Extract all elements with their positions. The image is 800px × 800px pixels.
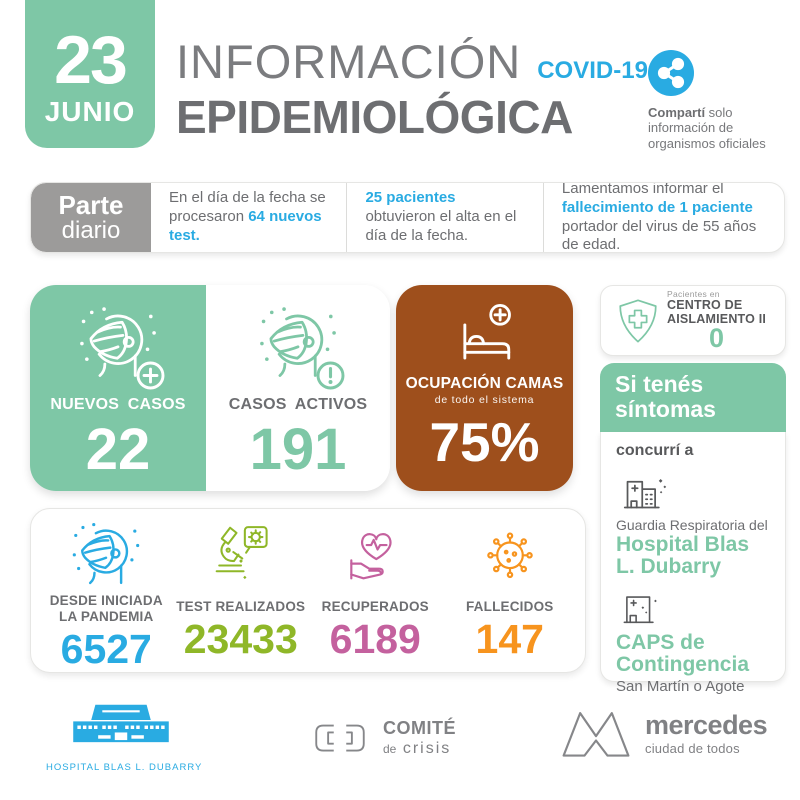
symptoms-header: Si tenés síntomas [600,363,786,432]
hospital-logo: HOSPITAL BLAS L. DUBARRY [46,702,203,773]
shield-cross-icon [614,295,662,347]
hospital-logo-label: HOSPITAL BLAS L. DUBARRY [46,762,203,773]
stat-pandemia-label: DESDE INICIADA LA PANDEMIA [49,593,163,624]
mercedes-tagline: ciudad de todos [645,741,740,756]
daily-report-death: Lamentamos informar el fallecimiento de … [542,183,784,252]
share-text: Compartí solo información de organismos … [648,105,766,151]
isolation-small-label: Pacientes en [667,289,720,300]
cumulative-stats-card: DESDE INICIADA LA PANDEMIA 6527 TEST REA… [30,508,586,673]
comite-name: COMITÉ [383,718,456,738]
guardia-label: Guardia Respiratoria del [616,516,768,533]
hospital-building-icon [618,468,672,514]
stat-pandemia: DESDE INICIADA LA PANDEMIA 6527 [39,521,174,669]
symptoms-panel: Si tenés síntomas concurrí a Guardia Res… [600,363,786,695]
share-note: Compartí solo información de organismos … [648,50,786,151]
page-title: INFORMACIÓN COVID-19 EPIDEMIOLÓGICA [176,34,648,144]
isolation-value: 0 [708,323,725,354]
stat-tests: TEST REALIZADOS 23433 [174,521,309,660]
stat-pandemia-value: 6527 [60,625,152,672]
stat-tests-value: 23433 [183,616,298,662]
mercedes-name: mercedes [645,710,768,740]
caps-location: San Martín o Agote [616,677,745,695]
new-cases-label: NUEVOS CASOS [50,396,186,413]
active-cases-label: CASOS ACTIVOS [228,396,368,413]
caps-building-icon [618,587,666,629]
caps-name: CAPS de Contingencia [616,630,750,676]
active-cases-card: CASOS ACTIVOS 191 [206,285,390,491]
stat-tests-label: TEST REALIZADOS [176,599,306,615]
date-day: 23 [54,22,128,98]
mercedes-logo: mercedes ciudad de todos [560,704,768,764]
new-cases-card: NUEVOS CASOS 22 [30,285,206,491]
microscope-icon [209,521,273,587]
hospital-name: Hospital Blas L. Dubarry [616,532,750,578]
mercedes-m-icon [560,704,632,764]
stat-deaths-label: FALLECIDOS [465,599,554,615]
hospital-bed-icon [446,299,524,371]
active-cases-value: 191 [249,417,347,482]
bed-occupancy-card: OCUPACIÓN CAMAS de todo el sistema 75% [396,285,573,491]
stat-recovered-label: RECUPERADOS [321,599,429,615]
mask-face-icon [70,521,142,593]
daily-report-bar: Parte diario En el día de la fecha se pr… [30,182,785,253]
stat-recovered-value: 6189 [329,616,421,662]
stat-deaths: FALLECIDOS 147 [443,521,578,660]
date-badge: 23 JUNIO [25,0,155,148]
bed-occupancy-value: 75% [429,411,540,473]
new-cases-value: 22 [85,417,151,482]
mask-face-plus-icon [76,305,160,387]
title-line1: INFORMACIÓN [176,35,522,88]
title-line2: EPIDEMIOLÓGICA [176,91,573,143]
virus-icon [478,521,542,587]
bed-occupancy-sublabel: de todo el sistema [434,394,535,406]
isolation-title: CENTRO DE AISLAMIENTO II [667,298,767,326]
date-month: JUNIO [44,96,136,127]
daily-report-label: Parte diario [31,183,151,252]
isolation-center-box: Pacientes en CENTRO DE AISLAMIENTO II 0 [600,285,786,356]
share-icon [648,50,694,96]
comite-brackets-icon [310,716,370,760]
daily-report-tests: En el día de la fecha se procesaron 64 n… [169,189,326,244]
symptoms-body: concurrí a Guardia Respiratoria del Hosp… [600,431,786,695]
comite-logo: COMITÉ de crisis [310,716,456,760]
hospital-building-logo-icon [69,702,173,756]
bed-occupancy-label: OCUPACIÓN CAMAS [405,375,564,392]
cases-cards: NUEVOS CASOS 22 CASOS ACTIVOS 191 [30,285,390,491]
heart-hand-icon [343,521,407,587]
daily-report-discharged: 25 pacientes obtuvieron el alta en el dí… [346,183,542,252]
covid-tag: COVID-19 [537,57,648,84]
symptoms-intro: concurrí a [616,441,694,459]
stat-deaths-value: 147 [475,616,544,662]
mask-face-alert-icon [256,305,340,387]
comite-subname: de crisis [383,740,452,757]
stat-recovered: RECUPERADOS 6189 [308,521,443,660]
